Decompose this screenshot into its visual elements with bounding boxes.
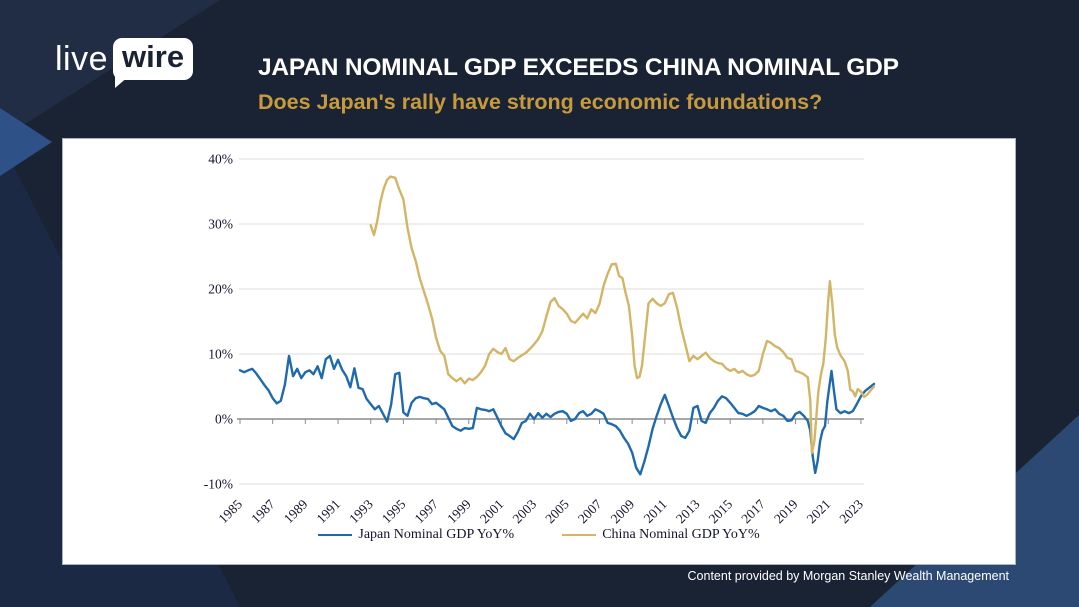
logo-live-text: live xyxy=(55,39,109,78)
china-legend-label: China Nominal GDP YoY% xyxy=(602,527,760,542)
china-line-swatch xyxy=(562,534,597,536)
x-tick-label-2019: 2019 xyxy=(771,496,801,526)
x-tick-label-2021: 2021 xyxy=(804,497,834,527)
y-tick-label-0%: 0% xyxy=(215,412,233,427)
x-tick-label-1991: 1991 xyxy=(313,497,343,527)
y-tick-label-40%: 40% xyxy=(208,152,233,167)
china-line xyxy=(369,175,876,454)
legend-item-china: China Nominal GDP YoY% xyxy=(562,527,760,543)
x-tick-label-2023: 2023 xyxy=(836,496,866,526)
logo-wire-box: wire xyxy=(113,38,194,88)
japan-legend-label: Japan Nominal GDP YoY% xyxy=(358,527,515,542)
x-tick-label-2009: 2009 xyxy=(608,496,638,526)
x-tick-label-1985: 1985 xyxy=(215,496,245,526)
x-tick-label-1987: 1987 xyxy=(248,496,278,526)
x-tick-label-1999: 1999 xyxy=(444,496,474,526)
x-tick-label-1989: 1989 xyxy=(281,496,311,526)
x-tick-label-2005: 2005 xyxy=(542,496,572,526)
x-tick-label-2015: 2015 xyxy=(706,496,736,526)
livewire-logo: live wire xyxy=(55,38,194,88)
page-title: JAPAN NOMINAL GDP EXCEEDS CHINA NOMINAL … xyxy=(258,54,899,81)
y-tick-label-20%: 20% xyxy=(208,282,233,297)
background-accent-wedge xyxy=(0,108,52,176)
gdp-line-chart: 40%30%20%10%0%-10%1985 1987 1989 1991 1993 19… xyxy=(204,152,876,527)
y-tick-label--10%: -10% xyxy=(204,477,233,492)
content-attribution: Content provided by Morgan Stanley Wealt… xyxy=(687,569,1009,583)
x-tick-label-2017: 2017 xyxy=(738,496,768,526)
chart-card: 40% 30% 20% 10% 0% -10% 1985 1987 1989 1991 1993 19… xyxy=(62,138,1016,565)
y-tick-label-30%: 30% xyxy=(208,217,233,232)
logo-speech-tail-icon xyxy=(115,76,130,88)
chart-legend: Japan Nominal GDP YoY% China Nominal GDP… xyxy=(63,527,1015,543)
x-tick-label-2003: 2003 xyxy=(510,496,540,526)
x-tick-label-2011: 2011 xyxy=(641,497,670,526)
x-tick-label-2001: 2001 xyxy=(477,497,507,527)
japan-line xyxy=(238,354,876,476)
x-tick-label-1997: 1997 xyxy=(412,496,442,526)
x-tick-label-1995: 1995 xyxy=(379,496,409,526)
x-tick-label-1993: 1993 xyxy=(346,496,376,526)
x-tick-label-2007: 2007 xyxy=(575,496,605,526)
x-tick-label-2013: 2013 xyxy=(673,496,703,526)
legend-item-japan: Japan Nominal GDP YoY% xyxy=(318,527,514,543)
logo-wire-text: wire xyxy=(122,39,185,74)
page-subtitle: Does Japan's rally have strong economic … xyxy=(258,90,823,114)
y-tick-label-10%: 10% xyxy=(208,347,233,362)
japan-line-swatch xyxy=(318,534,353,536)
